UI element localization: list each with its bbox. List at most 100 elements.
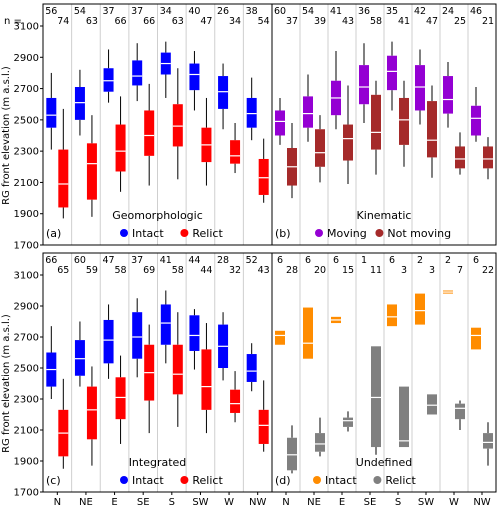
n-label: 43 <box>258 265 270 276</box>
y-tick-label: 2500 <box>14 115 39 126</box>
n-label: 3 <box>401 265 407 276</box>
y-tick-label: 2100 <box>14 426 39 437</box>
box-relict <box>230 389 241 413</box>
n-label: 69 <box>143 265 155 276</box>
box-not-moving <box>343 124 353 161</box>
box-intact <box>74 87 85 120</box>
n-label: 58 <box>370 16 382 27</box>
panel-d: 6 6 6 1 6 2 2 628 20 15 11 3 3 7 22N NE E SE S SW W NW(d)Unde… <box>271 252 497 506</box>
y-tick-label: 3100 <box>14 22 39 33</box>
n-label: 41 <box>330 6 342 17</box>
x-tick-label: SW <box>418 497 434 506</box>
x-tick-label: SE <box>137 497 150 506</box>
x-tick-label: E <box>111 497 117 506</box>
panel-label: (c) <box>46 474 61 487</box>
box-relict <box>86 386 97 440</box>
box-relict <box>258 409 269 444</box>
box-intact <box>132 312 143 359</box>
n-label: 26 <box>217 6 229 17</box>
n-label: 41 <box>160 255 172 266</box>
n-label: 63 <box>86 16 98 27</box>
box-relict <box>201 349 212 410</box>
x-tick-label: E <box>339 497 345 506</box>
box-intact <box>246 97 257 128</box>
n-label: 54 <box>74 6 86 17</box>
box-moving <box>471 105 481 136</box>
n-label: 44 <box>188 255 200 266</box>
y-tick-label: 2300 <box>14 395 39 406</box>
box-relict <box>115 377 126 420</box>
box-relict <box>86 143 97 200</box>
n-label: 54 <box>258 16 270 27</box>
box-relict <box>315 433 325 452</box>
legend-marker <box>120 476 128 484</box>
n-label: 63 <box>172 16 184 27</box>
x-tick-label: W <box>224 497 234 506</box>
panel-title: Kinematic <box>357 209 412 222</box>
box-intact <box>132 60 143 86</box>
panel-label: (b) <box>275 227 291 240</box>
y-tick-label: 3100 <box>14 271 39 282</box>
box-moving <box>303 96 313 128</box>
box-intact <box>218 76 229 109</box>
n-label: 39 <box>314 16 326 27</box>
y-tick-label: 1900 <box>14 209 39 220</box>
legend-marker <box>315 229 323 237</box>
box-moving <box>443 76 453 114</box>
n-label: 58 <box>115 265 127 276</box>
n-label: 6 <box>473 255 479 266</box>
y-tick-label: 2500 <box>14 364 39 375</box>
box-moving <box>359 65 369 105</box>
n-label: 40 <box>188 6 200 17</box>
box-intact <box>387 304 397 327</box>
y-tick-label: 2700 <box>14 84 39 95</box>
y-tick-label: 1900 <box>14 457 39 468</box>
n-label: 25 <box>454 16 466 27</box>
box-intact <box>415 293 425 325</box>
n-label: 21 <box>482 16 494 27</box>
box-intact <box>160 304 171 345</box>
box-intact <box>74 340 85 376</box>
n-label: 47 <box>200 16 212 27</box>
n-label: 1 <box>361 255 367 266</box>
box-intact <box>103 319 114 364</box>
n-label: 52 <box>246 255 258 266</box>
box-intact <box>303 307 313 359</box>
box-relict <box>115 124 126 172</box>
box-intact <box>471 327 481 350</box>
n-label: 34 <box>160 6 172 17</box>
box-relict <box>399 386 409 448</box>
x-tick-label: NE <box>307 497 321 506</box>
n-label: 38 <box>246 6 258 17</box>
y-tick-label: 2900 <box>14 53 39 64</box>
legend-marker <box>180 229 189 237</box>
box-relict <box>230 140 241 164</box>
n-label: 37 <box>131 255 143 266</box>
box-not-moving <box>371 94 381 150</box>
box-not-moving <box>455 146 465 169</box>
legend-marker <box>375 229 384 237</box>
panel-b: 60 54 41 36 35 42 24 46 37 39 43 58 41 47 25 21 (b) Kinem… <box>271 3 497 246</box>
n-label: 6 <box>277 255 283 266</box>
n-label: 66 <box>45 255 57 266</box>
box-not-moving <box>483 146 493 169</box>
box-intact <box>246 354 257 382</box>
x-tick-label: SE <box>364 497 377 506</box>
n-label: 28 <box>217 255 229 266</box>
n-label: 15 <box>342 265 354 276</box>
box-relict <box>371 346 381 448</box>
panel-frame <box>271 252 497 493</box>
n-label: 24 <box>442 6 454 17</box>
panel-c: 66 60 47 37 41 44 28 52 65 59 58 69 58 44 32 43 1700 1900… <box>1 252 273 506</box>
n-label: 60 <box>74 255 86 266</box>
n-label: 44 <box>200 265 212 276</box>
box-intact <box>46 97 57 128</box>
box-relict <box>287 437 297 471</box>
legend-label: Moving <box>327 227 367 240</box>
box-intact <box>189 63 200 91</box>
n-label: 47 <box>426 16 438 27</box>
n-label: 59 <box>86 265 98 276</box>
n-label: 34 <box>229 16 241 27</box>
legend-marker <box>313 476 321 484</box>
